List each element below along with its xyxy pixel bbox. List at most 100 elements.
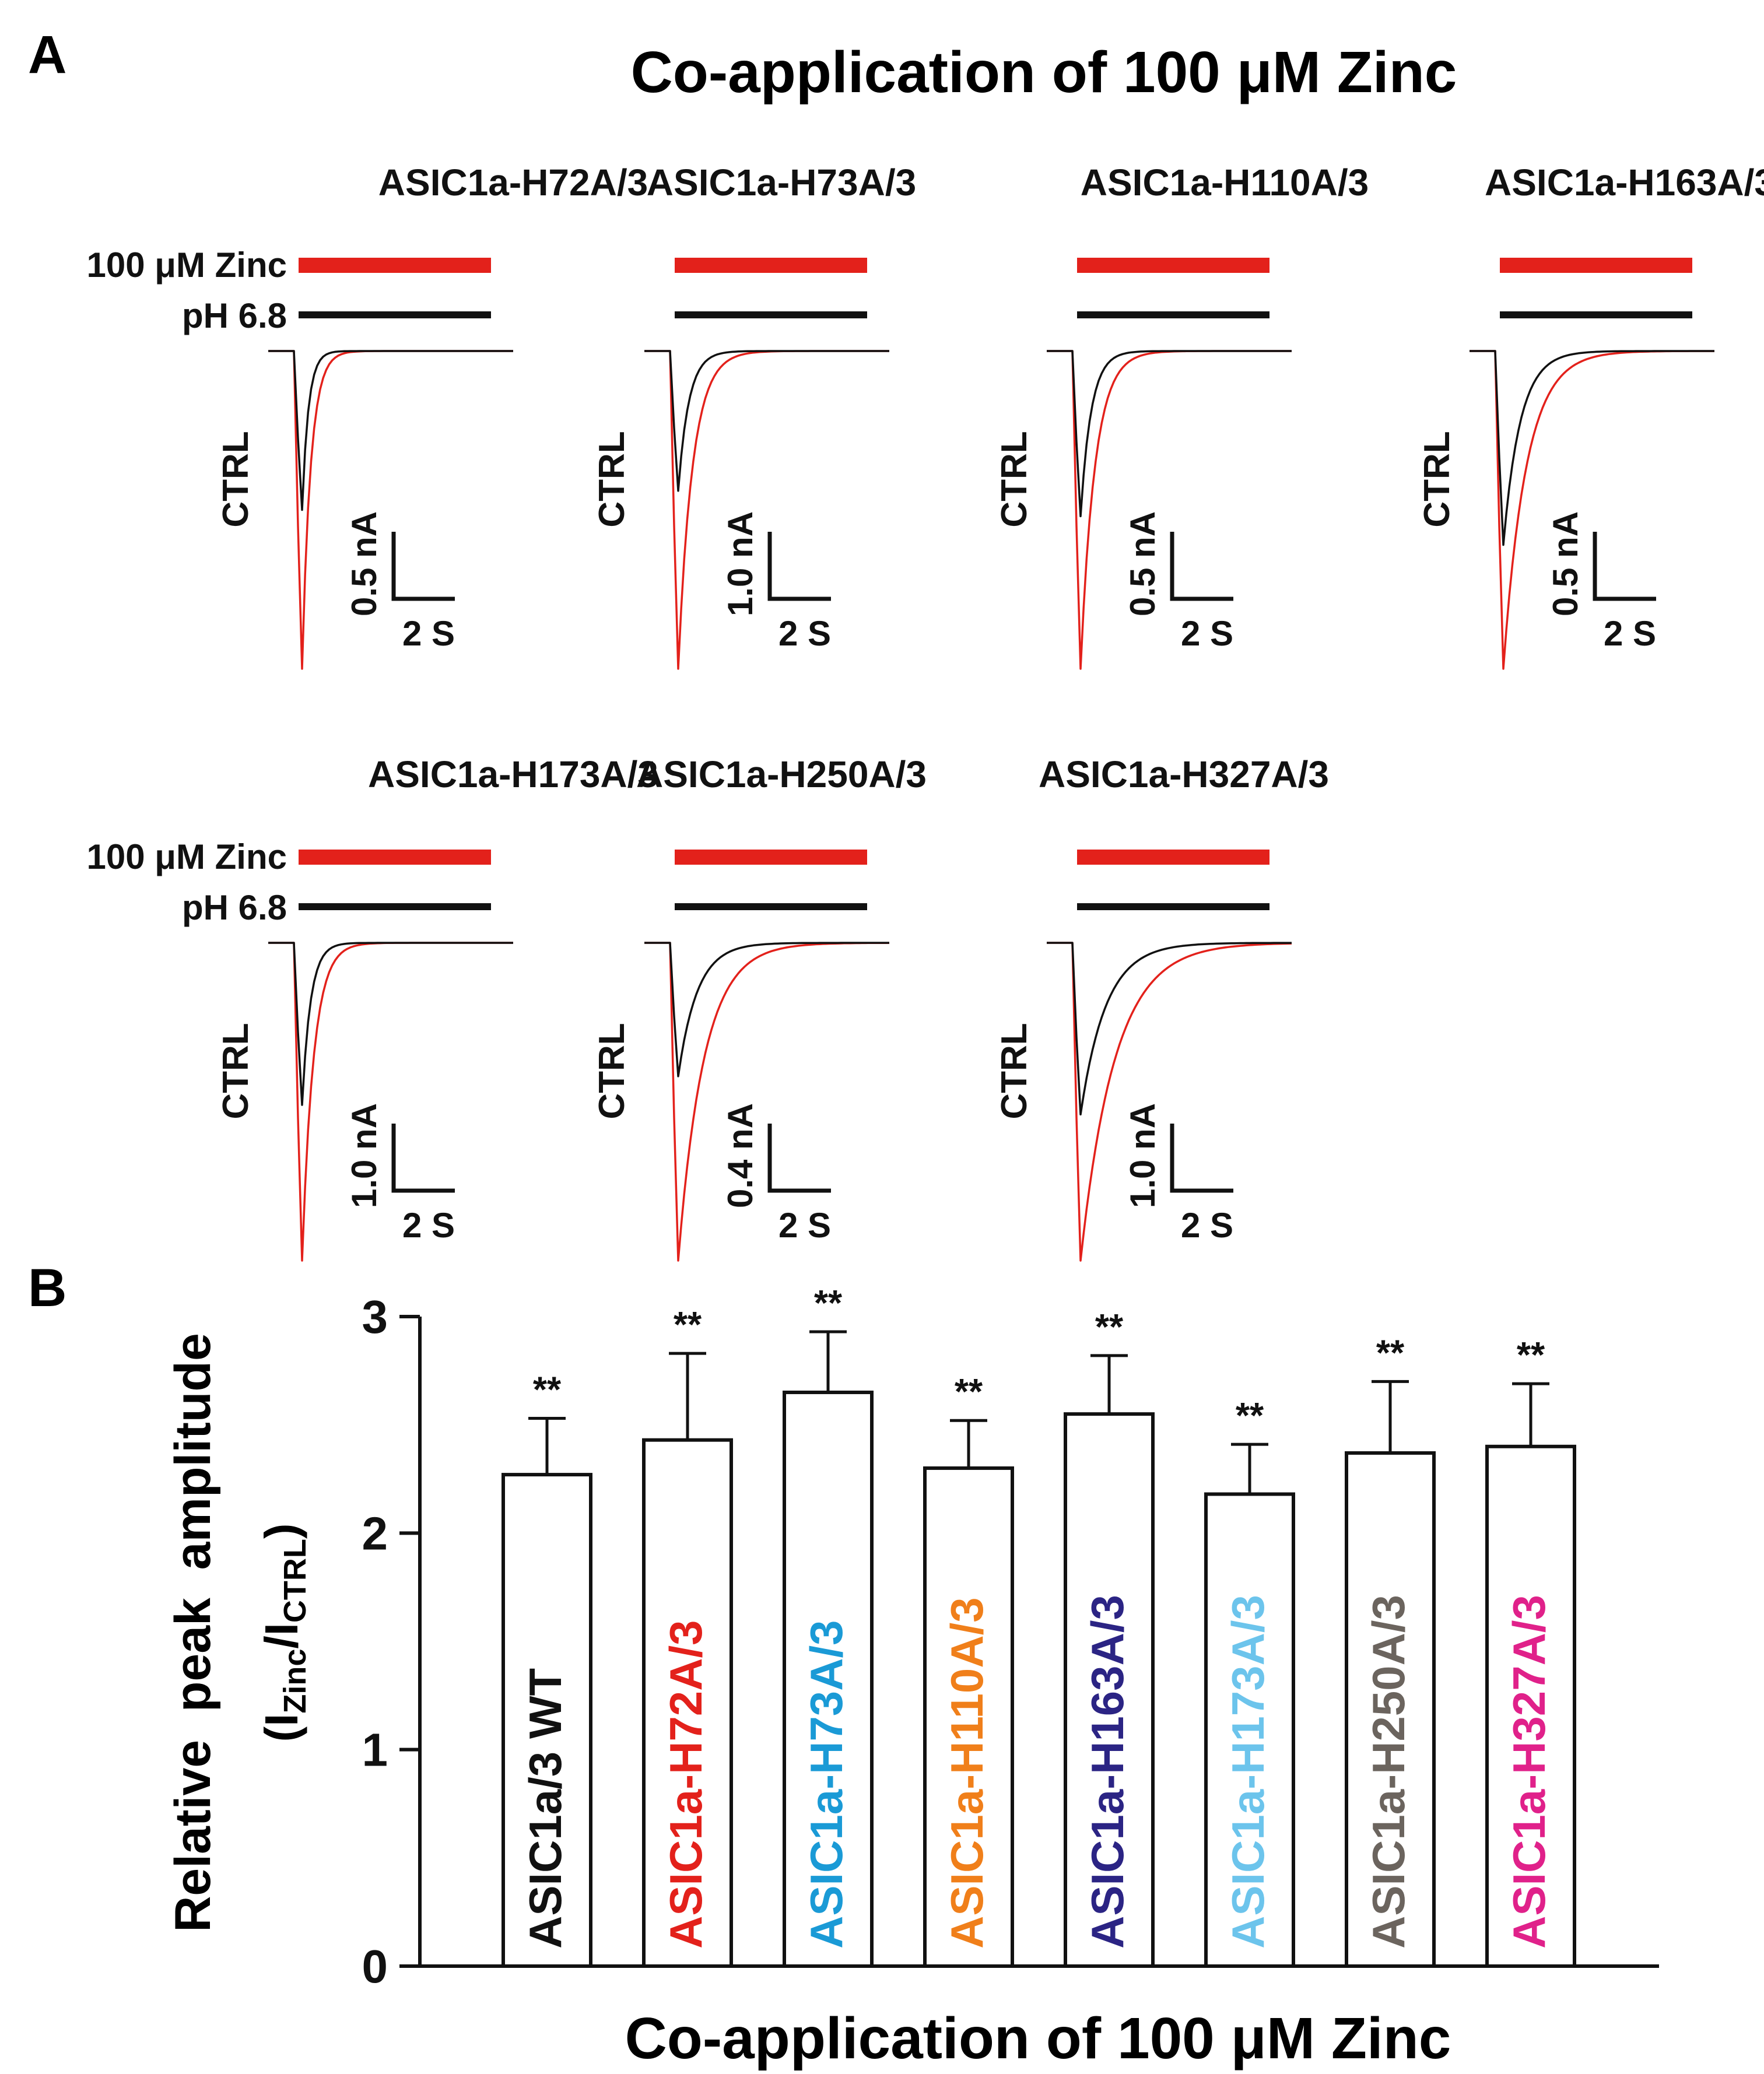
- bar: [923, 1466, 1014, 1968]
- panel-a-letter: A: [28, 25, 66, 85]
- ctrl-current-trace: [268, 942, 513, 1106]
- bar: [1204, 1492, 1295, 1968]
- y-axis-title-main: Relative peak amplitude: [165, 1333, 221, 1932]
- bar-group: ** ASIC1a-H72A/3: [642, 1305, 733, 1968]
- ph-bar-label: pH 6.8: [182, 888, 287, 927]
- trace-panel: ASIC1a-H72A/3 100 μM Zinc pH 6.8 CTRL 0.5 nA…: [87, 162, 648, 670]
- zinc-current-trace: [1047, 350, 1292, 670]
- scale-bar-current-label: 1.0 nA: [721, 511, 760, 616]
- trace-title: ASIC1a-H327A/3: [1039, 753, 1329, 795]
- zinc-application-bar: [299, 258, 491, 273]
- trace-title: ASIC1a-H163A/3: [1485, 162, 1764, 203]
- bar: [502, 1473, 592, 1968]
- category-label: ASIC1a-H173A/3: [1222, 1595, 1274, 1949]
- ctrl-label: CTRL: [216, 1023, 256, 1119]
- significance-marker: **: [674, 1305, 702, 1345]
- category-label: ASIC1a-H163A/3: [1082, 1595, 1133, 1949]
- x-axis-title: Co-application of 100 μM Zinc: [625, 2006, 1451, 2071]
- y-tick-label: 3: [362, 1291, 388, 1343]
- ph-application-bar: [1077, 311, 1269, 318]
- zinc-application-bar: [1077, 258, 1269, 273]
- ph-application-bar: [675, 903, 867, 910]
- ctrl-label: CTRL: [216, 431, 256, 527]
- scale-bar-time-label: 2 S: [1181, 614, 1233, 653]
- scale-bar: [767, 1124, 831, 1193]
- ctrl-label: CTRL: [592, 431, 632, 527]
- y-axis-title: Relative peak amplitude: [165, 1333, 221, 1932]
- ph-bar-label: pH 6.8: [182, 296, 287, 335]
- ph-application-bar: [299, 311, 491, 318]
- trace-title: ASIC1a-H73A/3: [647, 162, 916, 203]
- scale-bar-time-label: 2 S: [778, 614, 831, 653]
- scale-bar-current-label: 0.5 nA: [1546, 511, 1585, 616]
- scale-bar: [767, 532, 831, 601]
- panel-a-title: Co-application of 100 μM Zinc: [631, 40, 1457, 105]
- y-axis-unit: (IZinc/ICTRL): [255, 1524, 313, 1742]
- panel-a-traces: ASIC1a-H72A/3 100 μM Zinc pH 6.8 CTRL 0.5 nA…: [87, 162, 1764, 1262]
- category-label: ASIC1a/3 WT: [520, 1668, 571, 1949]
- zinc-application-bar: [675, 258, 867, 273]
- y-unit-sub-zinc: Zinc: [278, 1649, 313, 1714]
- scale-bar-time-label: 2 S: [1604, 614, 1656, 653]
- category-label: ASIC1a-H110A/3: [941, 1597, 993, 1949]
- scale-bar-current-label: 1.0 nA: [345, 1103, 384, 1208]
- significance-marker: **: [1095, 1307, 1124, 1347]
- trace-title: ASIC1a-H250A/3: [636, 753, 927, 795]
- zinc-current-trace: [644, 350, 889, 670]
- ctrl-current-trace: [268, 350, 513, 511]
- y-unit-close: ): [255, 1524, 307, 1539]
- ctrl-label: CTRL: [592, 1023, 632, 1119]
- trace-panel: ASIC1a-H327A/3 CTRL 1.0 nA 2 S: [994, 753, 1329, 1262]
- ph-application-bar: [1500, 311, 1692, 318]
- ctrl-current-trace: [1047, 350, 1292, 518]
- trace-title: ASIC1a-H72A/3: [378, 162, 648, 203]
- trace-panel: ASIC1a-H173A/3 100 μM Zinc pH 6.8 CTRL 1.0 n…: [87, 753, 658, 1262]
- ctrl-current-trace: [644, 942, 889, 1078]
- zinc-application-bar: [299, 850, 491, 865]
- trace-panel: ASIC1a-H73A/3 CTRL 1.0 nA 2 S: [592, 162, 916, 670]
- y-axis-unit-text: (IZinc/ICTRL): [255, 1524, 313, 1742]
- zinc-current-trace: [644, 942, 890, 1262]
- ph-application-bar: [1077, 903, 1269, 910]
- scale-bar-current-label: 1.0 nA: [1123, 1103, 1162, 1208]
- bar: [1064, 1412, 1155, 1968]
- zinc-bar-label: 100 μM Zinc: [87, 245, 287, 285]
- scale-bar-current-label: 0.4 nA: [721, 1103, 760, 1208]
- bar: [1345, 1451, 1436, 1968]
- bar-group: ** ASIC1a-H73A/3: [783, 1283, 874, 1968]
- zinc-current-trace: [1047, 942, 1292, 1262]
- zinc-current-trace: [268, 942, 513, 1262]
- bar-group: ** ASIC1a-H173A/3: [1204, 1396, 1295, 1968]
- panel-b-letter: B: [28, 1258, 66, 1318]
- scale-bar-time-label: 2 S: [1181, 1206, 1233, 1245]
- scale-bar: [1170, 532, 1233, 601]
- ph-application-bar: [675, 311, 867, 318]
- category-label: ASIC1a-H250A/3: [1363, 1595, 1414, 1949]
- y-tick-label: 1: [362, 1724, 388, 1776]
- y-tick-label: 0: [362, 1940, 388, 1992]
- zinc-application-bar: [675, 850, 867, 865]
- y-unit-sub-ctrl: CTRL: [278, 1539, 313, 1623]
- ctrl-current-trace: [1470, 350, 1714, 546]
- bar-group: ** ASIC1a-H110A/3: [923, 1372, 1014, 1968]
- category-label: ASIC1a-H72A/3: [660, 1620, 711, 1949]
- significance-marker: **: [1517, 1335, 1545, 1375]
- ctrl-current-trace: [1047, 942, 1292, 1116]
- trace-panel: ASIC1a-H250A/3 CTRL 0.4 nA 2 S: [592, 753, 927, 1262]
- ctrl-label: CTRL: [1417, 431, 1457, 527]
- category-label: ASIC1a-H73A/3: [801, 1620, 852, 1949]
- scale-bar-time-label: 2 S: [402, 614, 455, 653]
- bar-chart: 0 1 2 3 ** ASIC1a/3 WT ** ASIC1a-H72A/3 ** ASIC1a…: [362, 1283, 1659, 1992]
- significance-marker: **: [814, 1283, 843, 1324]
- scale-bar: [1593, 532, 1656, 601]
- bar-group: ** ASIC1a/3 WT: [502, 1370, 592, 1968]
- y-unit-slash: /I: [255, 1623, 307, 1648]
- scale-bar: [391, 1124, 455, 1193]
- scale-bar: [1170, 1124, 1233, 1193]
- zinc-current-trace: [268, 350, 513, 670]
- trace-title: ASIC1a-H110A/3: [1081, 162, 1369, 203]
- bar-group: ** ASIC1a-H163A/3: [1064, 1307, 1155, 1968]
- significance-marker: **: [1236, 1396, 1264, 1436]
- zinc-application-bar: [1500, 258, 1692, 273]
